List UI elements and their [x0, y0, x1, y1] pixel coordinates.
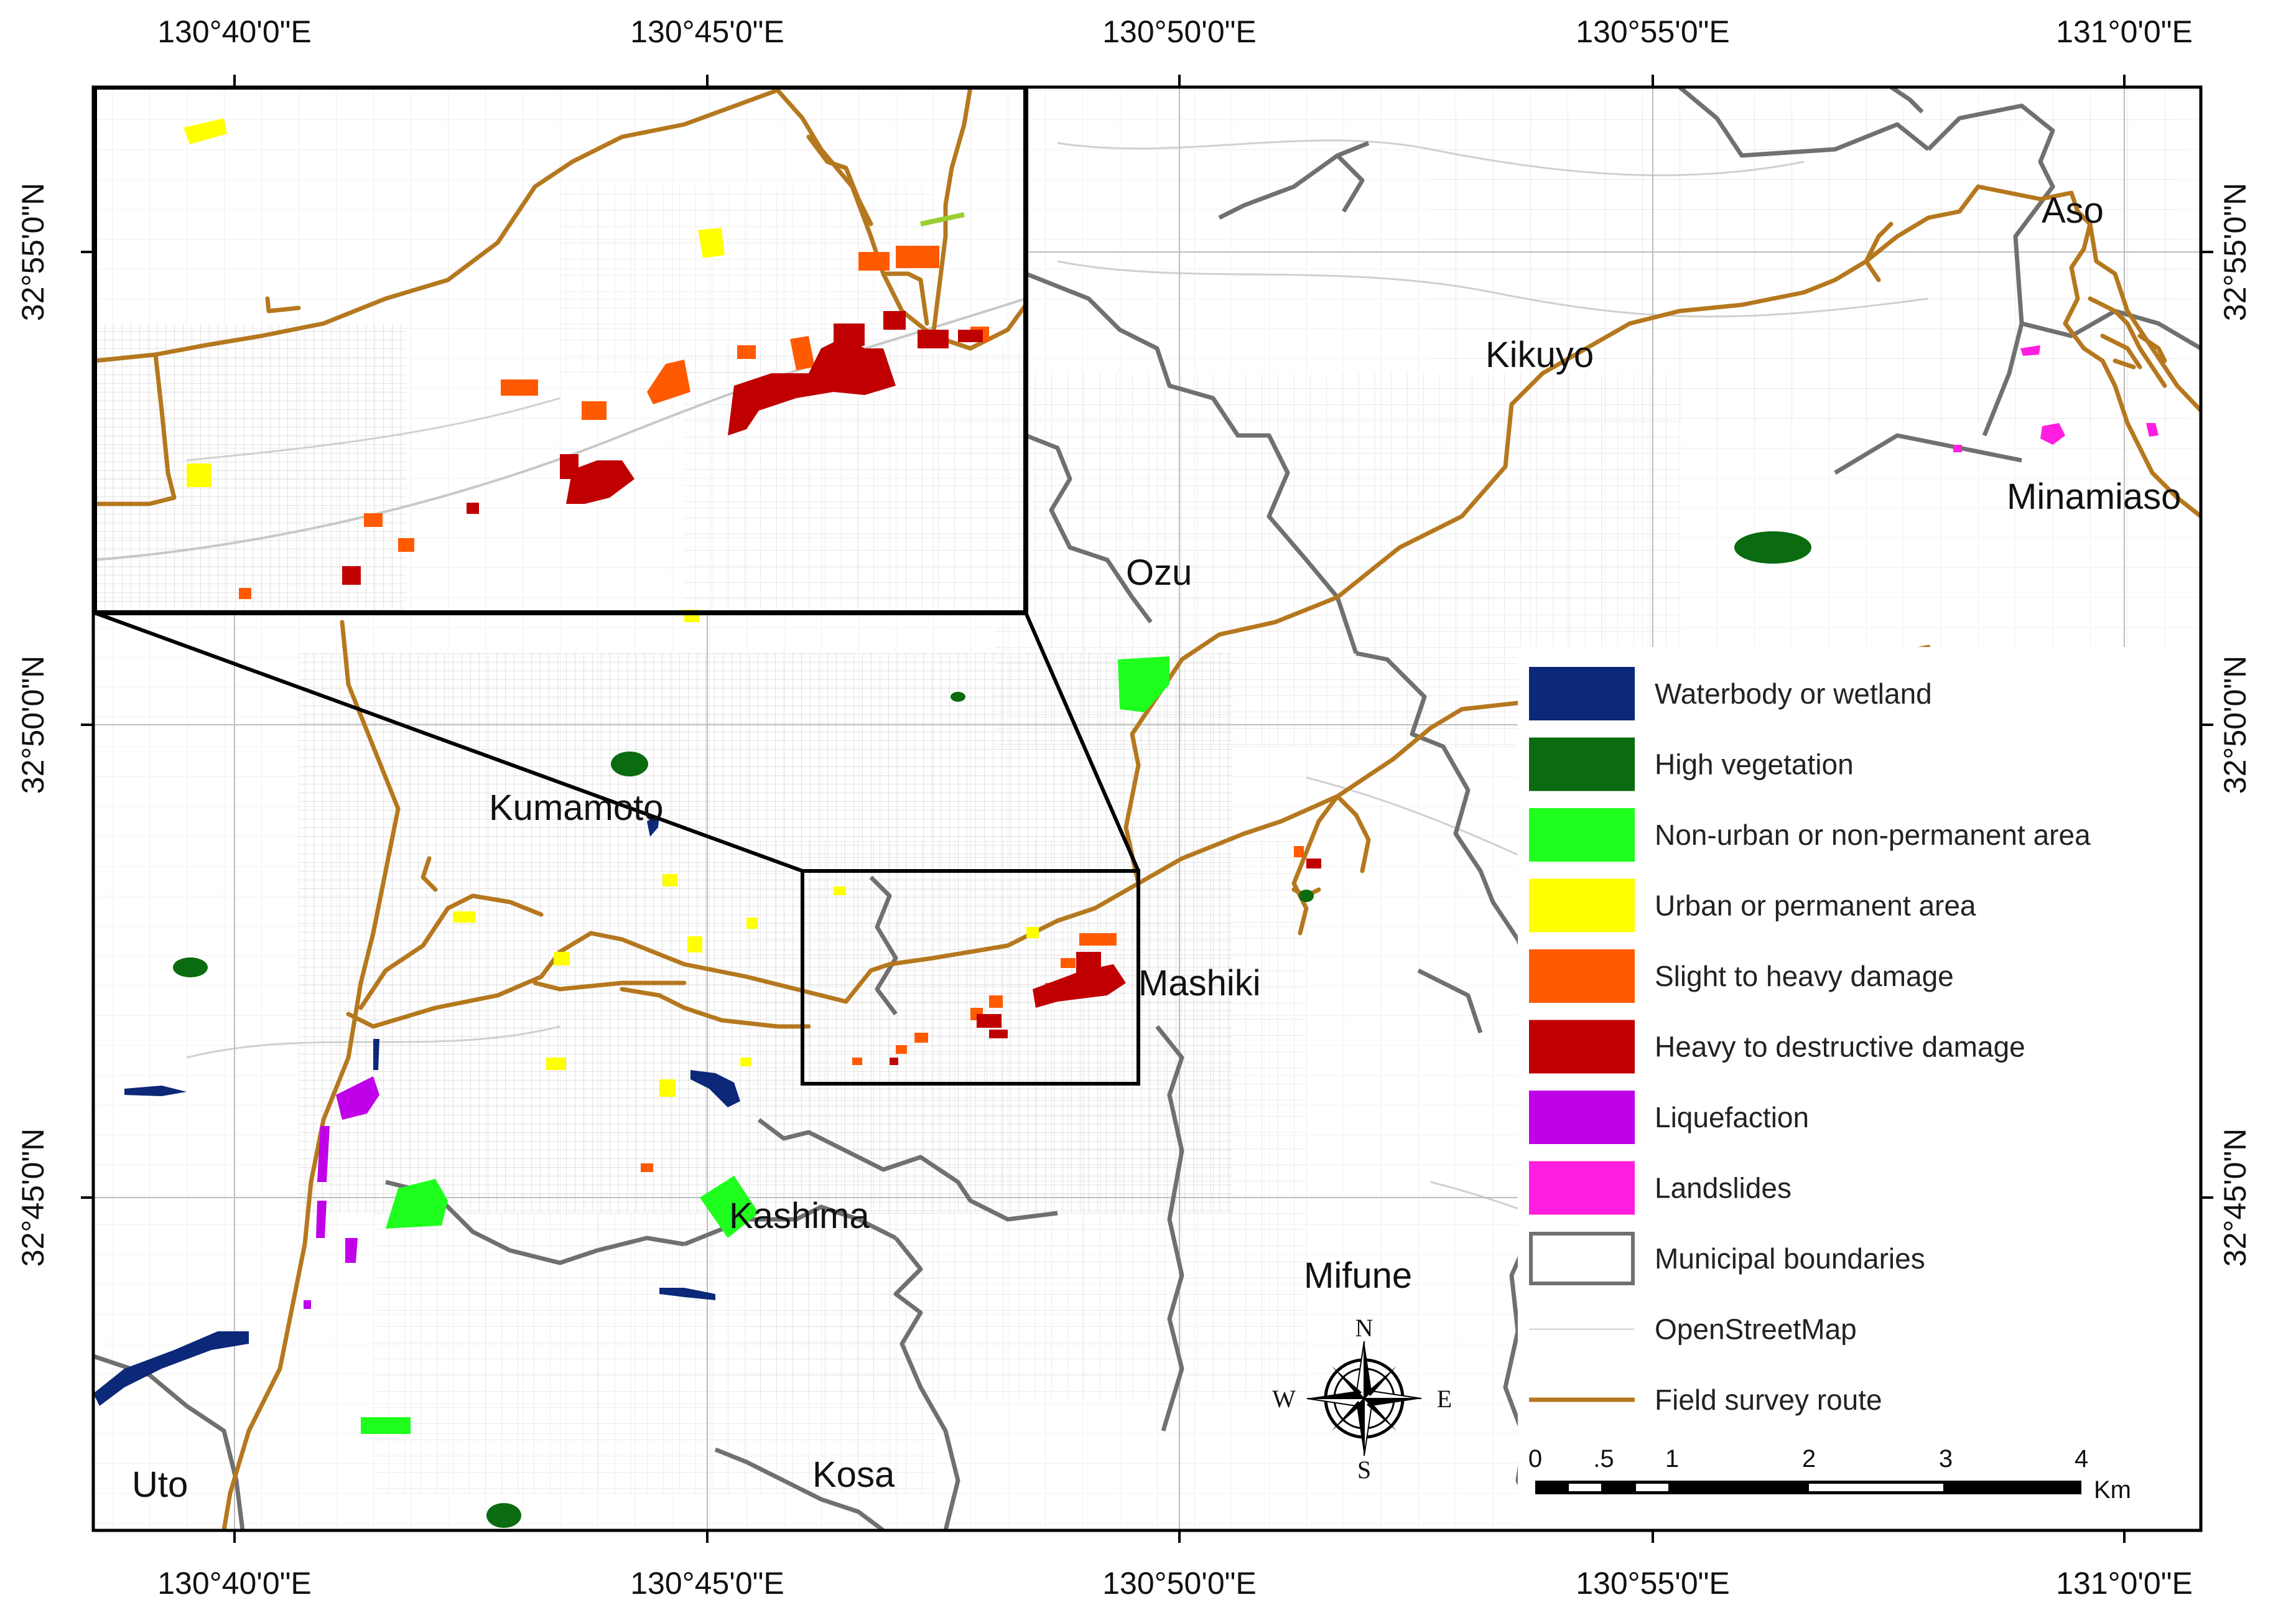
legend-swatch-slight-to-heavy-damage — [1529, 949, 1635, 1003]
urban-patches — [453, 610, 1039, 1097]
map-border — [91, 85, 2203, 1532]
lon-label-bottom: 130°45'0"E — [630, 1566, 784, 1601]
place-label-ozu: Ozu — [1126, 552, 1192, 593]
legend-label-non-urban-or-non-permanent-area: Non-urban or non-permanent area — [1655, 819, 2091, 851]
longitude-labels-bottom: 130°40'0"E 130°45'0"E 130°50'0"E 130°55'… — [157, 1566, 2193, 1601]
lon-label-top: 130°55'0"E — [1576, 14, 1730, 49]
legend-label-field-survey-route: Field survey route — [1655, 1384, 1882, 1416]
scale-tick-0-5: .5 — [1593, 1445, 1614, 1473]
inset-map — [93, 87, 1028, 615]
zoom-connector-right — [1024, 612, 1140, 872]
non-urban-patches — [361, 656, 1169, 1434]
lon-label-top: 130°45'0"E — [630, 14, 784, 49]
compass-w: W — [1272, 1385, 1296, 1413]
legend-swatch-waterbody-or-wetland — [1529, 667, 1635, 720]
scale-tick-4: 4 — [2075, 1445, 2088, 1473]
legend-item: High vegetation — [1529, 737, 1854, 791]
place-label-kikuyo: Kikuyo — [1485, 335, 1594, 375]
zoom-connector-left — [93, 611, 804, 873]
lat-label-right: 32°50'0"N — [2218, 656, 2252, 794]
legend-item: Landslides — [1529, 1161, 1792, 1215]
legend-item: Urban or permanent area — [1529, 878, 1976, 933]
legend-swatch-heavy-to-destructive-damage — [1529, 1020, 1635, 1074]
place-label-aso: Aso — [2042, 190, 2104, 231]
place-label-kumamoto: Kumamoto — [489, 788, 663, 828]
lon-label-bottom: 130°55'0"E — [1576, 1566, 1730, 1601]
latitude-labels-left: 32°55'0"N 32°50'0"N 32°45'0"N — [16, 183, 50, 1267]
lon-label-top: 131°0'0"E — [2056, 14, 2193, 49]
lat-label-left: 32°50'0"N — [16, 656, 50, 794]
legend-label-openstreetmap: OpenStreetMap — [1655, 1313, 1857, 1346]
place-labels: Aso Kikuyo Minamiaso Ozu Kumamoto Mashik… — [132, 190, 2181, 1505]
waterbody-patches — [93, 815, 740, 1406]
compass-s: S — [1357, 1456, 1371, 1484]
north-arrow-icon — [1306, 1341, 1422, 1456]
legend-label-urban-or-permanent-area: Urban or permanent area — [1655, 890, 1976, 922]
place-label-minamiaso: Minamiaso — [2007, 477, 2181, 517]
legend-item: Slight to heavy damage — [1529, 949, 1954, 1003]
lat-label-right: 32°45'0"N — [2218, 1129, 2252, 1267]
legend-item: Non-urban or non-permanent area — [1529, 808, 2091, 862]
legend-swatch-landslides — [1529, 1161, 1635, 1215]
place-label-kashima: Kashima — [729, 1196, 870, 1236]
legend-label-landslides: Landslides — [1655, 1172, 1792, 1204]
scale-unit: Km — [2094, 1476, 2131, 1504]
legend-swatch-municipal-boundaries — [1529, 1232, 1635, 1285]
scale-tick-3: 3 — [1939, 1445, 1953, 1473]
legend: Waterbody or wetland High vegetation Non-u… — [1518, 647, 2201, 1530]
lon-label-top: 130°40'0"E — [157, 14, 312, 49]
legend-item: Field survey route — [1529, 1384, 1882, 1416]
lat-label-left: 32°45'0"N — [16, 1129, 50, 1267]
latitude-labels-right: 32°55'0"N 32°50'0"N 32°45'0"N — [2218, 183, 2252, 1267]
lon-label-bottom: 131°0'0"E — [2056, 1566, 2193, 1601]
legend-label-heavy-to-destructive-damage: Heavy to destructive damage — [1655, 1031, 2025, 1063]
scale-tick-2: 2 — [1802, 1445, 1816, 1473]
slight-damage-patches — [641, 846, 1304, 1172]
legend-swatch-liquefaction — [1529, 1091, 1635, 1144]
legend-label-slight-to-heavy-damage: Slight to heavy damage — [1655, 960, 1954, 992]
legend-item: Municipal boundaries — [1529, 1232, 1925, 1285]
lon-label-bottom: 130°50'0"E — [1102, 1566, 1257, 1601]
place-label-mashiki: Mashiki — [1138, 963, 1261, 1003]
legend-swatch-high-vegetation — [1529, 737, 1635, 791]
landslide-patches — [1953, 345, 2159, 452]
longitude-labels-top: 130°40'0"E 130°45'0"E 130°50'0"E 130°55'… — [157, 14, 2193, 49]
legend-item: Heavy to destructive damage — [1529, 1020, 2025, 1074]
legend-label-waterbody-or-wetland: Waterbody or wetland — [1655, 677, 1932, 710]
legend-item: OpenStreetMap — [1529, 1313, 1857, 1346]
municipal-boundaries — [93, 87, 2201, 1530]
place-label-kosa: Kosa — [812, 1454, 895, 1495]
scale-tick-0: 0 — [1528, 1445, 1542, 1473]
lon-label-top: 130°50'0"E — [1102, 14, 1257, 49]
legend-swatch-non-urban-or-non-permanent-area — [1529, 808, 1635, 862]
zoom-extent-box — [801, 869, 1140, 1086]
liquefaction-patches — [304, 1076, 379, 1309]
map-ticks — [81, 75, 2213, 1543]
compass-e: E — [1437, 1385, 1452, 1413]
legend-item: Liquefaction — [1529, 1091, 1809, 1144]
lat-label-left: 32°55'0"N — [16, 183, 50, 321]
heavy-damage-patches — [890, 859, 1321, 1065]
scale-tick-1: 1 — [1665, 1445, 1679, 1473]
lat-label-right: 32°55'0"N — [2218, 183, 2252, 321]
legend-label-high-vegetation: High vegetation — [1655, 748, 1854, 781]
legend-label-municipal-boundaries: Municipal boundaries — [1655, 1242, 1925, 1275]
high-vegetation-patches — [173, 531, 1811, 1528]
lon-label-bottom: 130°40'0"E — [157, 1566, 312, 1601]
scale-bar: 0 .5 1 2 3 4 Km — [1528, 1445, 2131, 1504]
legend-swatch-urban-or-permanent-area — [1529, 878, 1635, 933]
legend-item: Waterbody or wetland — [1529, 667, 1932, 720]
place-label-uto: Uto — [132, 1464, 188, 1505]
compass-n: N — [1355, 1314, 1373, 1342]
place-label-mifune: Mifune — [1304, 1255, 1412, 1296]
legend-label-liquefaction: Liquefaction — [1655, 1101, 1809, 1133]
